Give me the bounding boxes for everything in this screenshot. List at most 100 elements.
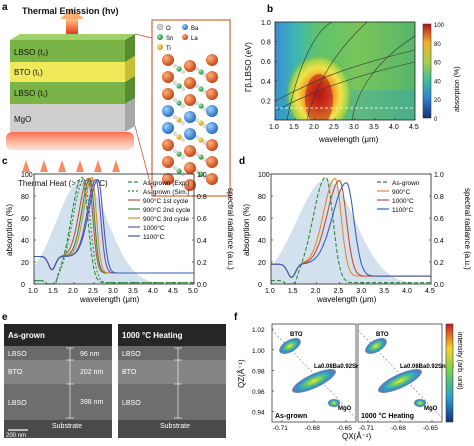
legend-entry: As-grown (Sim.) bbox=[143, 189, 190, 196]
lattice-atom bbox=[198, 86, 204, 92]
panel-b-xlabel: wavelength (μm) bbox=[318, 135, 379, 144]
y2-tick-label: 0.6 bbox=[434, 216, 444, 223]
y2-tick-label: 0.0 bbox=[197, 282, 207, 289]
panel-label-b: b bbox=[267, 4, 273, 15]
series-line bbox=[271, 182, 431, 278]
panel-b: b 1.0 1.5 2.0 2.5 3.0 3.5 4.0 4.5 0.2 0.4 0.6 0.8 1.… bbox=[237, 0, 474, 150]
colorbar-b-tick: 0 bbox=[434, 117, 438, 123]
legend-o: O bbox=[166, 26, 171, 32]
y-tick-label: 100 bbox=[258, 172, 270, 179]
sem-right-title: 1000 °C Heating bbox=[122, 331, 183, 340]
x-tick-label: 4.5 bbox=[168, 288, 178, 295]
lattice-atom bbox=[176, 168, 182, 174]
layer-lbso-bottom bbox=[10, 82, 125, 104]
legend-ba: Ba bbox=[191, 26, 199, 32]
panel-label-c: c bbox=[2, 156, 8, 167]
b-xtick: 2.0 bbox=[309, 124, 319, 131]
lattice-atom bbox=[195, 169, 199, 173]
legend-entry: As-grown (Exp.) bbox=[143, 180, 190, 187]
layer-lbso-bottom-label: LBSO (t₁) bbox=[14, 89, 48, 98]
f-xtick-label: -0.65 bbox=[337, 425, 352, 432]
sem-left-t1: 96 nm bbox=[80, 351, 100, 358]
panel-label-a: a bbox=[2, 2, 8, 13]
lattice-atom bbox=[198, 120, 204, 126]
legend-entry: 900°C 3rd cycle bbox=[143, 215, 189, 223]
y2-tick-label: 0.8 bbox=[434, 194, 444, 201]
panel-e-micrographs: e As-grown LBSO BTO LBSO Substrate 96 n bbox=[2, 312, 226, 439]
lattice-atom bbox=[206, 156, 218, 168]
f-xtick-label: -0.71 bbox=[273, 425, 288, 432]
layer-bto bbox=[10, 62, 125, 82]
f-ytick-label: 0.98 bbox=[252, 368, 265, 375]
sem-right-substrate: Substrate bbox=[160, 423, 190, 430]
y-tick-label: 20 bbox=[21, 260, 29, 267]
sem-left-t3: 398 nm bbox=[80, 399, 104, 406]
b-ytick: 0.8 bbox=[261, 40, 271, 47]
panel-d-ylabel-right: spectral radiance (a.u.) bbox=[463, 188, 472, 270]
scalebar-label: 200 nm bbox=[6, 433, 26, 439]
lattice-atom bbox=[198, 154, 204, 160]
legend-entry: 1100°C bbox=[143, 233, 165, 241]
y2-tick-label: 0.2 bbox=[434, 260, 444, 267]
lattice-atom bbox=[176, 151, 182, 157]
lattice-atom bbox=[195, 118, 199, 122]
f-xtick-label: -0.65 bbox=[423, 425, 438, 432]
y2-tick-label: 0.0 bbox=[434, 282, 444, 289]
lattice-atom bbox=[184, 111, 196, 123]
x-tick-label: 2.0 bbox=[68, 288, 78, 295]
x-tick-label: 4.5 bbox=[425, 288, 435, 295]
colorbar-b-tick: 20 bbox=[434, 98, 441, 104]
legend-entry: 900°C 1st cycle bbox=[143, 197, 189, 205]
y2-tick-label: 0.2 bbox=[197, 260, 207, 267]
lattice-atom bbox=[176, 100, 182, 106]
x-tick-label: 3.5 bbox=[379, 288, 389, 295]
lattice-atom bbox=[195, 152, 199, 156]
rsm-left-mgo: MgO bbox=[338, 406, 352, 412]
legend-entry: As-grown bbox=[392, 180, 420, 187]
lattice-atom bbox=[206, 54, 218, 66]
panel-d-ylabel: absorption (%) bbox=[242, 204, 251, 256]
lattice-atom bbox=[206, 88, 218, 100]
sem-left-t2: 202 nm bbox=[80, 369, 104, 376]
series-line bbox=[271, 176, 431, 285]
panel-f-xlabel: QX(Å⁻¹) bbox=[342, 432, 371, 441]
lattice-atom bbox=[206, 105, 218, 117]
lattice-atom bbox=[181, 70, 185, 74]
colorbar-b-tick: 40 bbox=[434, 79, 441, 85]
panel-f: f QZ(Å⁻¹) BTO La0.08Ba0.92SnO3 MgO As-gr… bbox=[232, 310, 474, 441]
b-xtick: 1.0 bbox=[269, 124, 279, 131]
f-ytick-label: 1.02 bbox=[252, 327, 265, 334]
lattice-atom bbox=[173, 166, 177, 170]
layer-mgo-label: MgO bbox=[14, 115, 31, 124]
x-tick-label: 3.5 bbox=[128, 288, 138, 295]
lattice-atom bbox=[206, 173, 218, 185]
rsm-right-lbso: La0.08Ba0.92SnO3 bbox=[400, 364, 454, 370]
y2-tick-label: 0.4 bbox=[434, 238, 444, 245]
panel-c: c absorption (%) spectral radiance (a.u.… bbox=[0, 152, 237, 307]
lattice-atom bbox=[198, 103, 204, 109]
lattice-atom bbox=[195, 84, 199, 88]
legend-entry: 900°C 2nd cycle bbox=[143, 206, 191, 214]
lattice-atom bbox=[181, 87, 185, 91]
colorbar-b bbox=[422, 23, 432, 119]
lattice-atom bbox=[184, 60, 196, 72]
rsm-right-mgo: MgO bbox=[424, 406, 438, 412]
colorbar-b-tick: 60 bbox=[434, 61, 441, 67]
lattice-atom bbox=[162, 173, 174, 185]
rsm-as-grown bbox=[271, 323, 357, 423]
x-tick-label: 1.0 bbox=[265, 288, 275, 295]
emission-arrow-shaft bbox=[66, 18, 78, 34]
panel-b-heatmap: b 1.0 1.5 2.0 2.5 3.0 3.5 4.0 4.5 0.2 0.4 0.6 0.8 1.… bbox=[244, 4, 461, 144]
lattice-atom bbox=[198, 171, 204, 177]
y2-tick-label: 1.0 bbox=[197, 172, 207, 179]
y-tick-label: 20 bbox=[258, 260, 266, 267]
b-ytick: 1.0 bbox=[261, 20, 271, 27]
lattice-atom bbox=[195, 67, 199, 71]
panel-c-chart: c absorption (%) spectral radiance (a.u.… bbox=[2, 156, 235, 304]
lattice-atom bbox=[184, 162, 196, 174]
panel-b-ylabel: Γβ,LBSO (eV) bbox=[244, 42, 253, 92]
b-xtick: 1.5 bbox=[289, 124, 299, 131]
rsm-right-title: 1000 °C Heating bbox=[361, 412, 414, 420]
legend-la: La bbox=[191, 36, 198, 42]
lattice-atom bbox=[173, 98, 177, 102]
